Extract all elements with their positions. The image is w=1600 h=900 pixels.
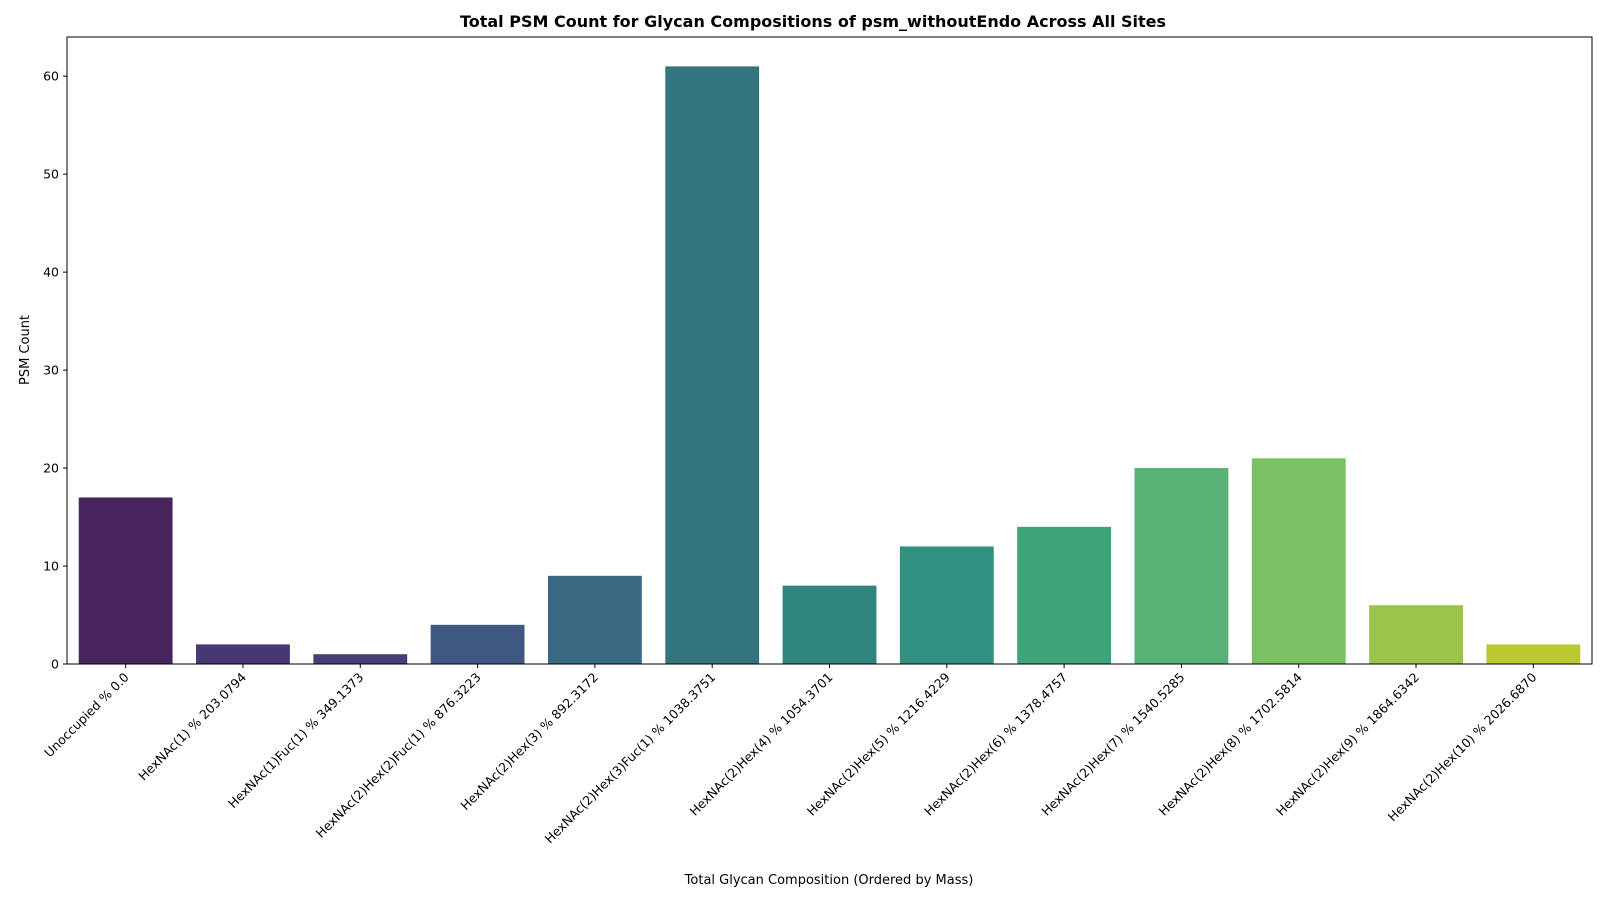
bar-3 xyxy=(430,624,525,664)
bar-1 xyxy=(196,644,290,664)
y-tick-label-3: 30 xyxy=(43,363,59,378)
bar-10 xyxy=(1251,458,1346,664)
x-tick-label-8: HexNAc(2)Hex(6) % 1378.4757 xyxy=(921,670,1070,819)
y-tick-label-2: 20 xyxy=(43,461,59,476)
y-tick-label-1: 10 xyxy=(43,559,59,574)
y-axis-label: PSM Count xyxy=(18,315,33,385)
bar-8 xyxy=(1017,526,1112,664)
x-tick-label-6: HexNAc(2)Hex(4) % 1054.3701 xyxy=(686,670,835,819)
y-tick-label-0: 0 xyxy=(51,657,59,672)
y-axis: 0 10 20 30 40 50 60 xyxy=(43,69,67,672)
bar-4 xyxy=(547,575,642,664)
y-tick-label-4: 40 xyxy=(43,265,59,280)
x-tick-label-2: HexNAc(1)Fuc(1) % 349.1373 xyxy=(225,670,366,811)
y-tick-label-5: 50 xyxy=(43,167,59,182)
x-tick-label-4: HexNAc(2)Hex(3) % 892.3172 xyxy=(457,670,601,814)
bar-9 xyxy=(1134,468,1229,664)
x-tick-label-7: HexNAc(2)Hex(5) % 1216.4229 xyxy=(804,669,953,818)
x-tick-label-0: Unoccupied % 0.0 xyxy=(41,669,132,760)
bar-2 xyxy=(313,654,408,664)
bar-11 xyxy=(1369,605,1463,664)
y-tick-label-6: 60 xyxy=(43,69,59,84)
bars-group xyxy=(78,66,1581,664)
x-axis-label: Total Glycan Composition (Ordered by Mas… xyxy=(684,873,974,888)
x-tick-label-10: HexNAc(2)Hex(8) % 1702.5814 xyxy=(1156,669,1305,818)
bar-7 xyxy=(899,546,994,664)
bar-0 xyxy=(78,497,173,664)
x-tick-label-1: HexNAc(1) % 203.0794 xyxy=(135,669,249,783)
x-axis: Unoccupied % 0.0 HexNAc(1) % 203.0794HexN… xyxy=(41,664,1539,846)
plot-frame xyxy=(66,36,1593,665)
x-tick-label-11: HexNAc(2)Hex(9) % 1864.6342 xyxy=(1273,670,1422,819)
x-tick-label-9: HexNAc(2)Hex(7) % 1540.5285 xyxy=(1038,670,1187,819)
chart-title: Total PSM Count for Glycan Compositions … xyxy=(460,12,1166,31)
bar-5 xyxy=(665,66,760,664)
bar-6 xyxy=(782,585,877,664)
bar-12 xyxy=(1486,644,1581,664)
